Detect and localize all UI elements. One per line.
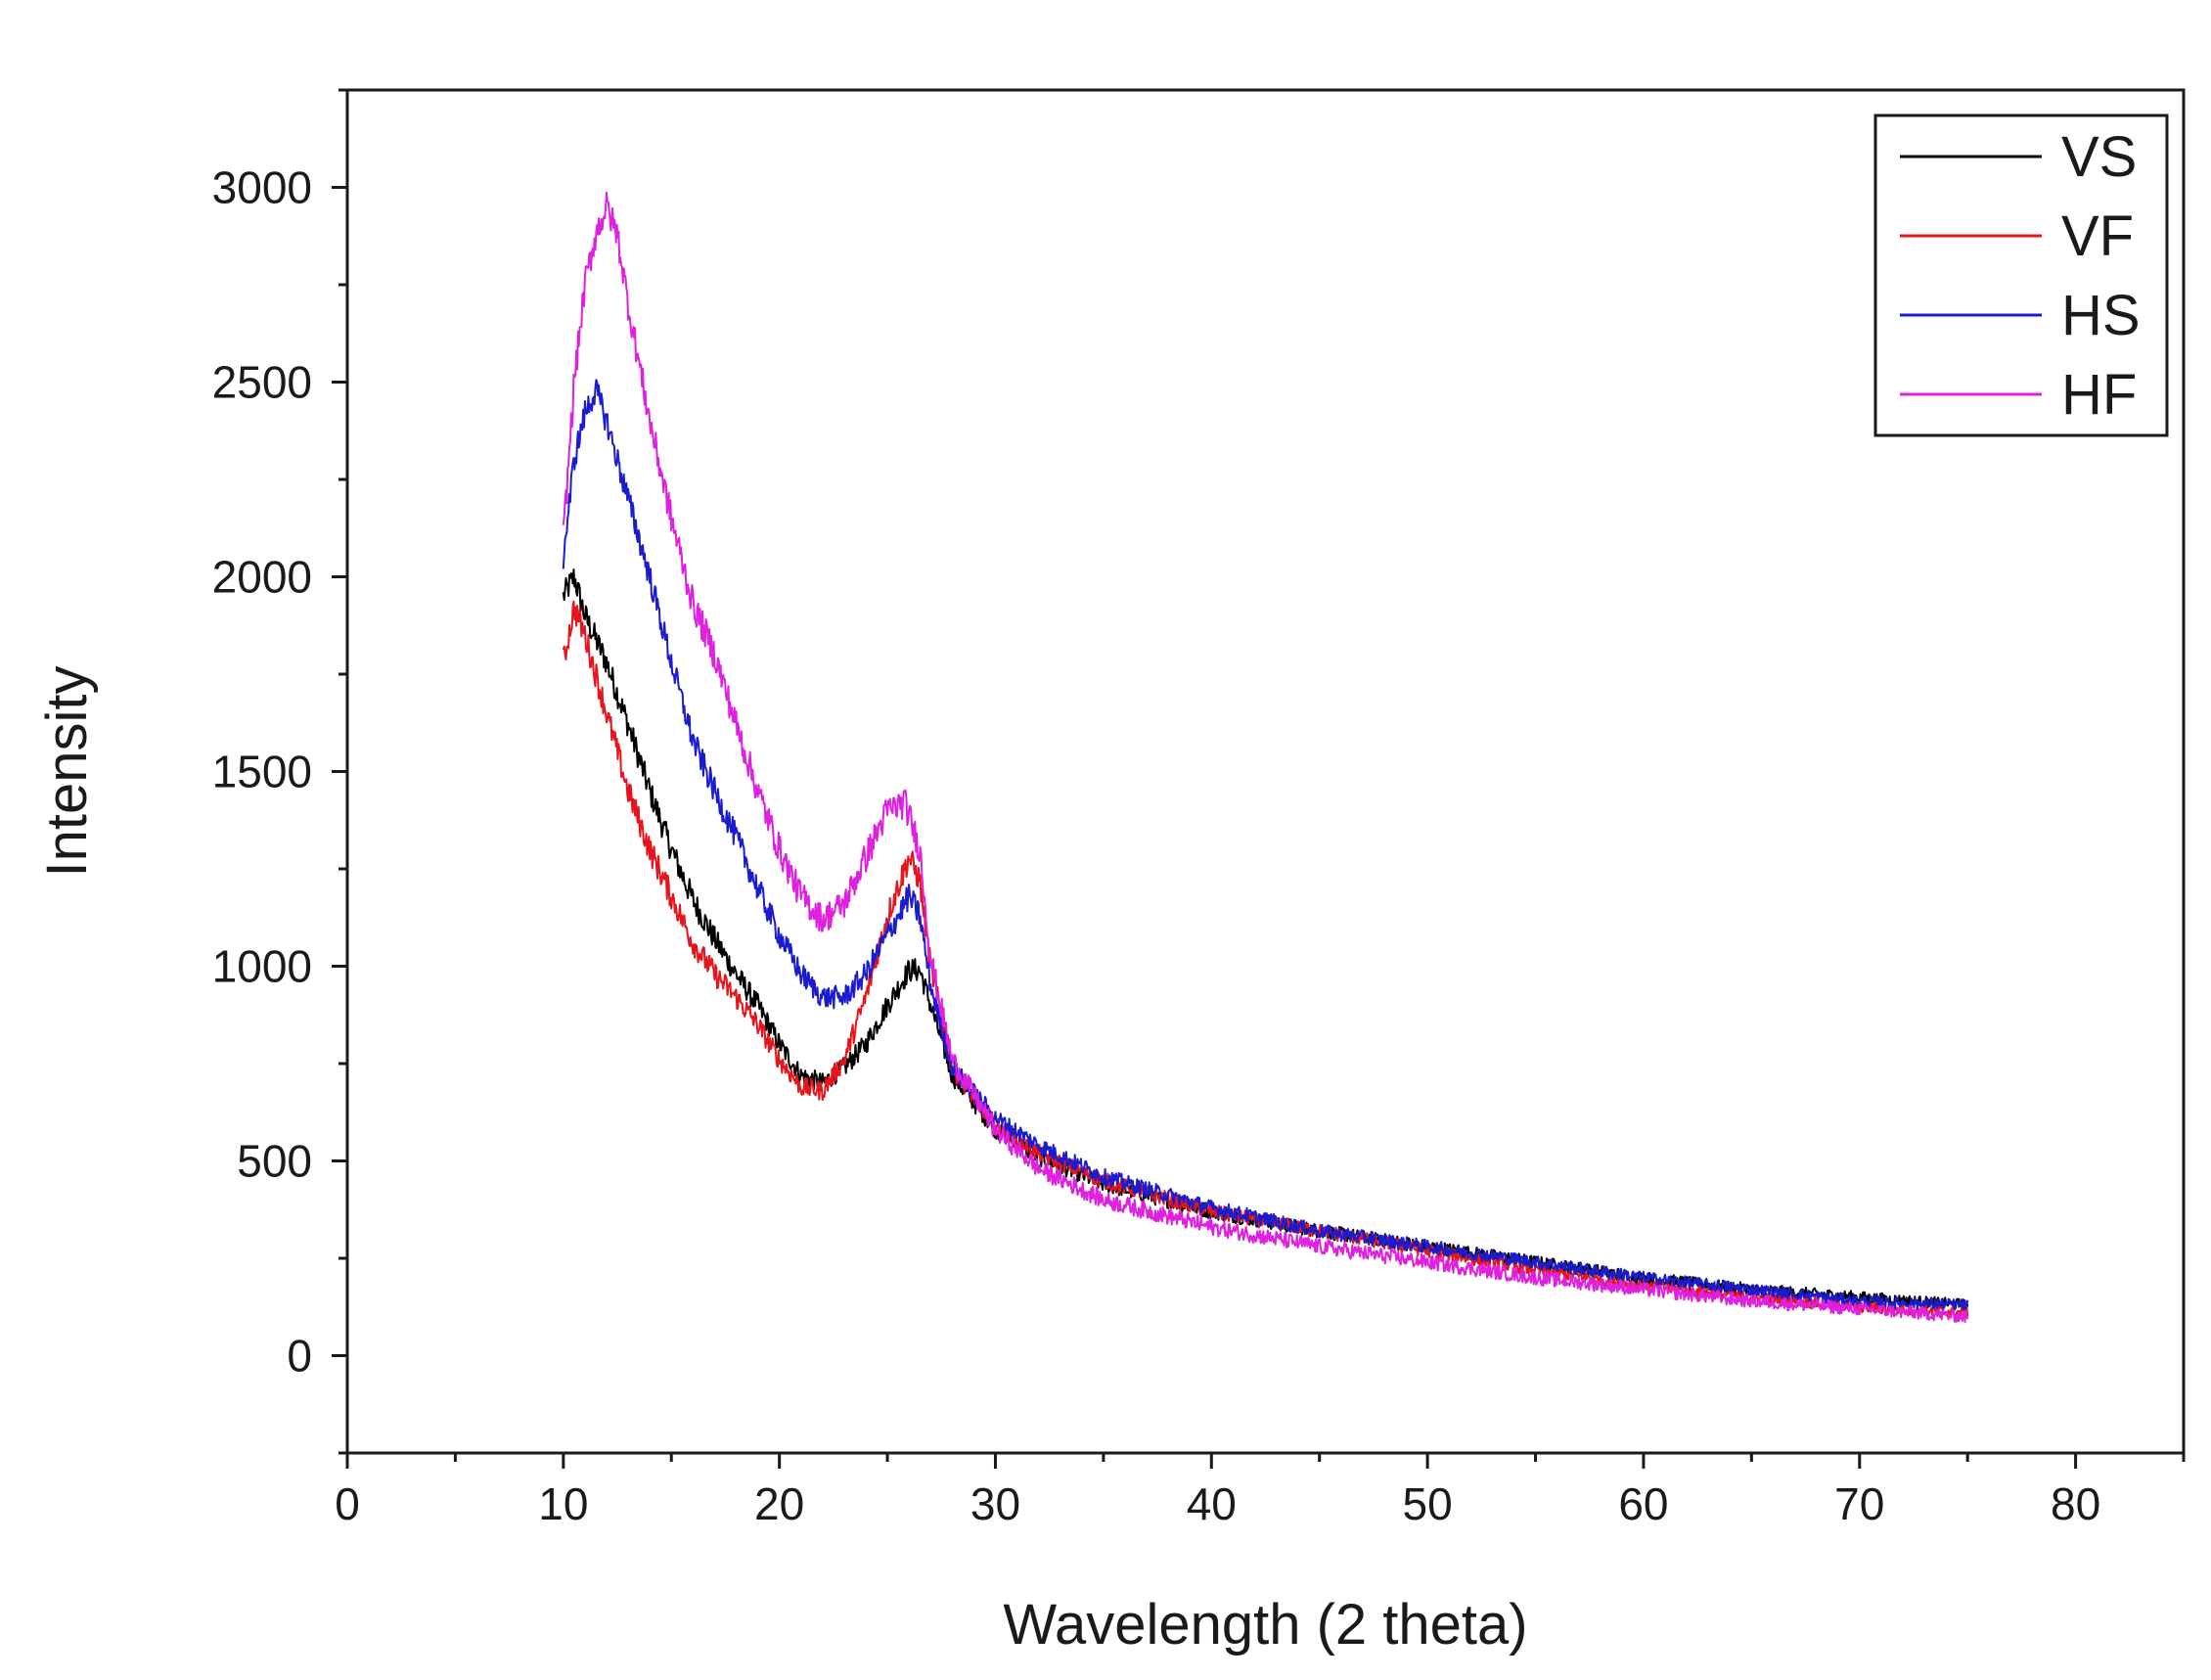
series-line-vf <box>562 600 1969 1319</box>
y-tick-label: 1500 <box>212 747 312 797</box>
legend-box <box>1873 114 2169 437</box>
series-line-vs <box>562 568 1969 1311</box>
x-tick-label: 50 <box>1403 1478 1453 1529</box>
legend: VS VF HS HF <box>1873 114 2169 437</box>
legend-label-vs: VS <box>2061 125 2137 189</box>
x-axis: 0 10 20 30 40 50 60 70 80 <box>335 1453 2186 1529</box>
x-tick-label: 0 <box>335 1478 360 1529</box>
x-tick-label: 70 <box>1834 1478 1884 1529</box>
x-tick-label: 80 <box>2051 1478 2100 1529</box>
x-tick-label: 30 <box>970 1478 1020 1529</box>
y-tick-label: 500 <box>237 1136 312 1187</box>
y-tick-label: 0 <box>287 1331 312 1382</box>
y-tick-label: 3000 <box>212 162 312 213</box>
series-line-hs <box>562 379 1969 1311</box>
y-tick-label: 1000 <box>212 941 312 992</box>
legend-label-hs: HS <box>2061 284 2141 347</box>
legend-label-vf: VF <box>2061 204 2134 268</box>
x-tick-label: 40 <box>1187 1478 1237 1529</box>
x-tick-label: 60 <box>1618 1478 1668 1529</box>
x-axis-title: Wavelength (2 theta) <box>1003 1593 1527 1657</box>
legend-label-hf: HF <box>2061 363 2137 427</box>
y-tick-label: 2500 <box>212 357 312 408</box>
y-axis: 0 500 1000 1500 2000 2500 3000 <box>212 88 347 1455</box>
x-tick-label: 20 <box>754 1478 804 1529</box>
series-line-hf <box>562 191 1969 1323</box>
x-tick-label: 10 <box>538 1478 588 1529</box>
y-axis-title: Intensity <box>35 666 99 878</box>
y-tick-label: 2000 <box>212 552 312 603</box>
series-layer <box>562 191 1969 1323</box>
